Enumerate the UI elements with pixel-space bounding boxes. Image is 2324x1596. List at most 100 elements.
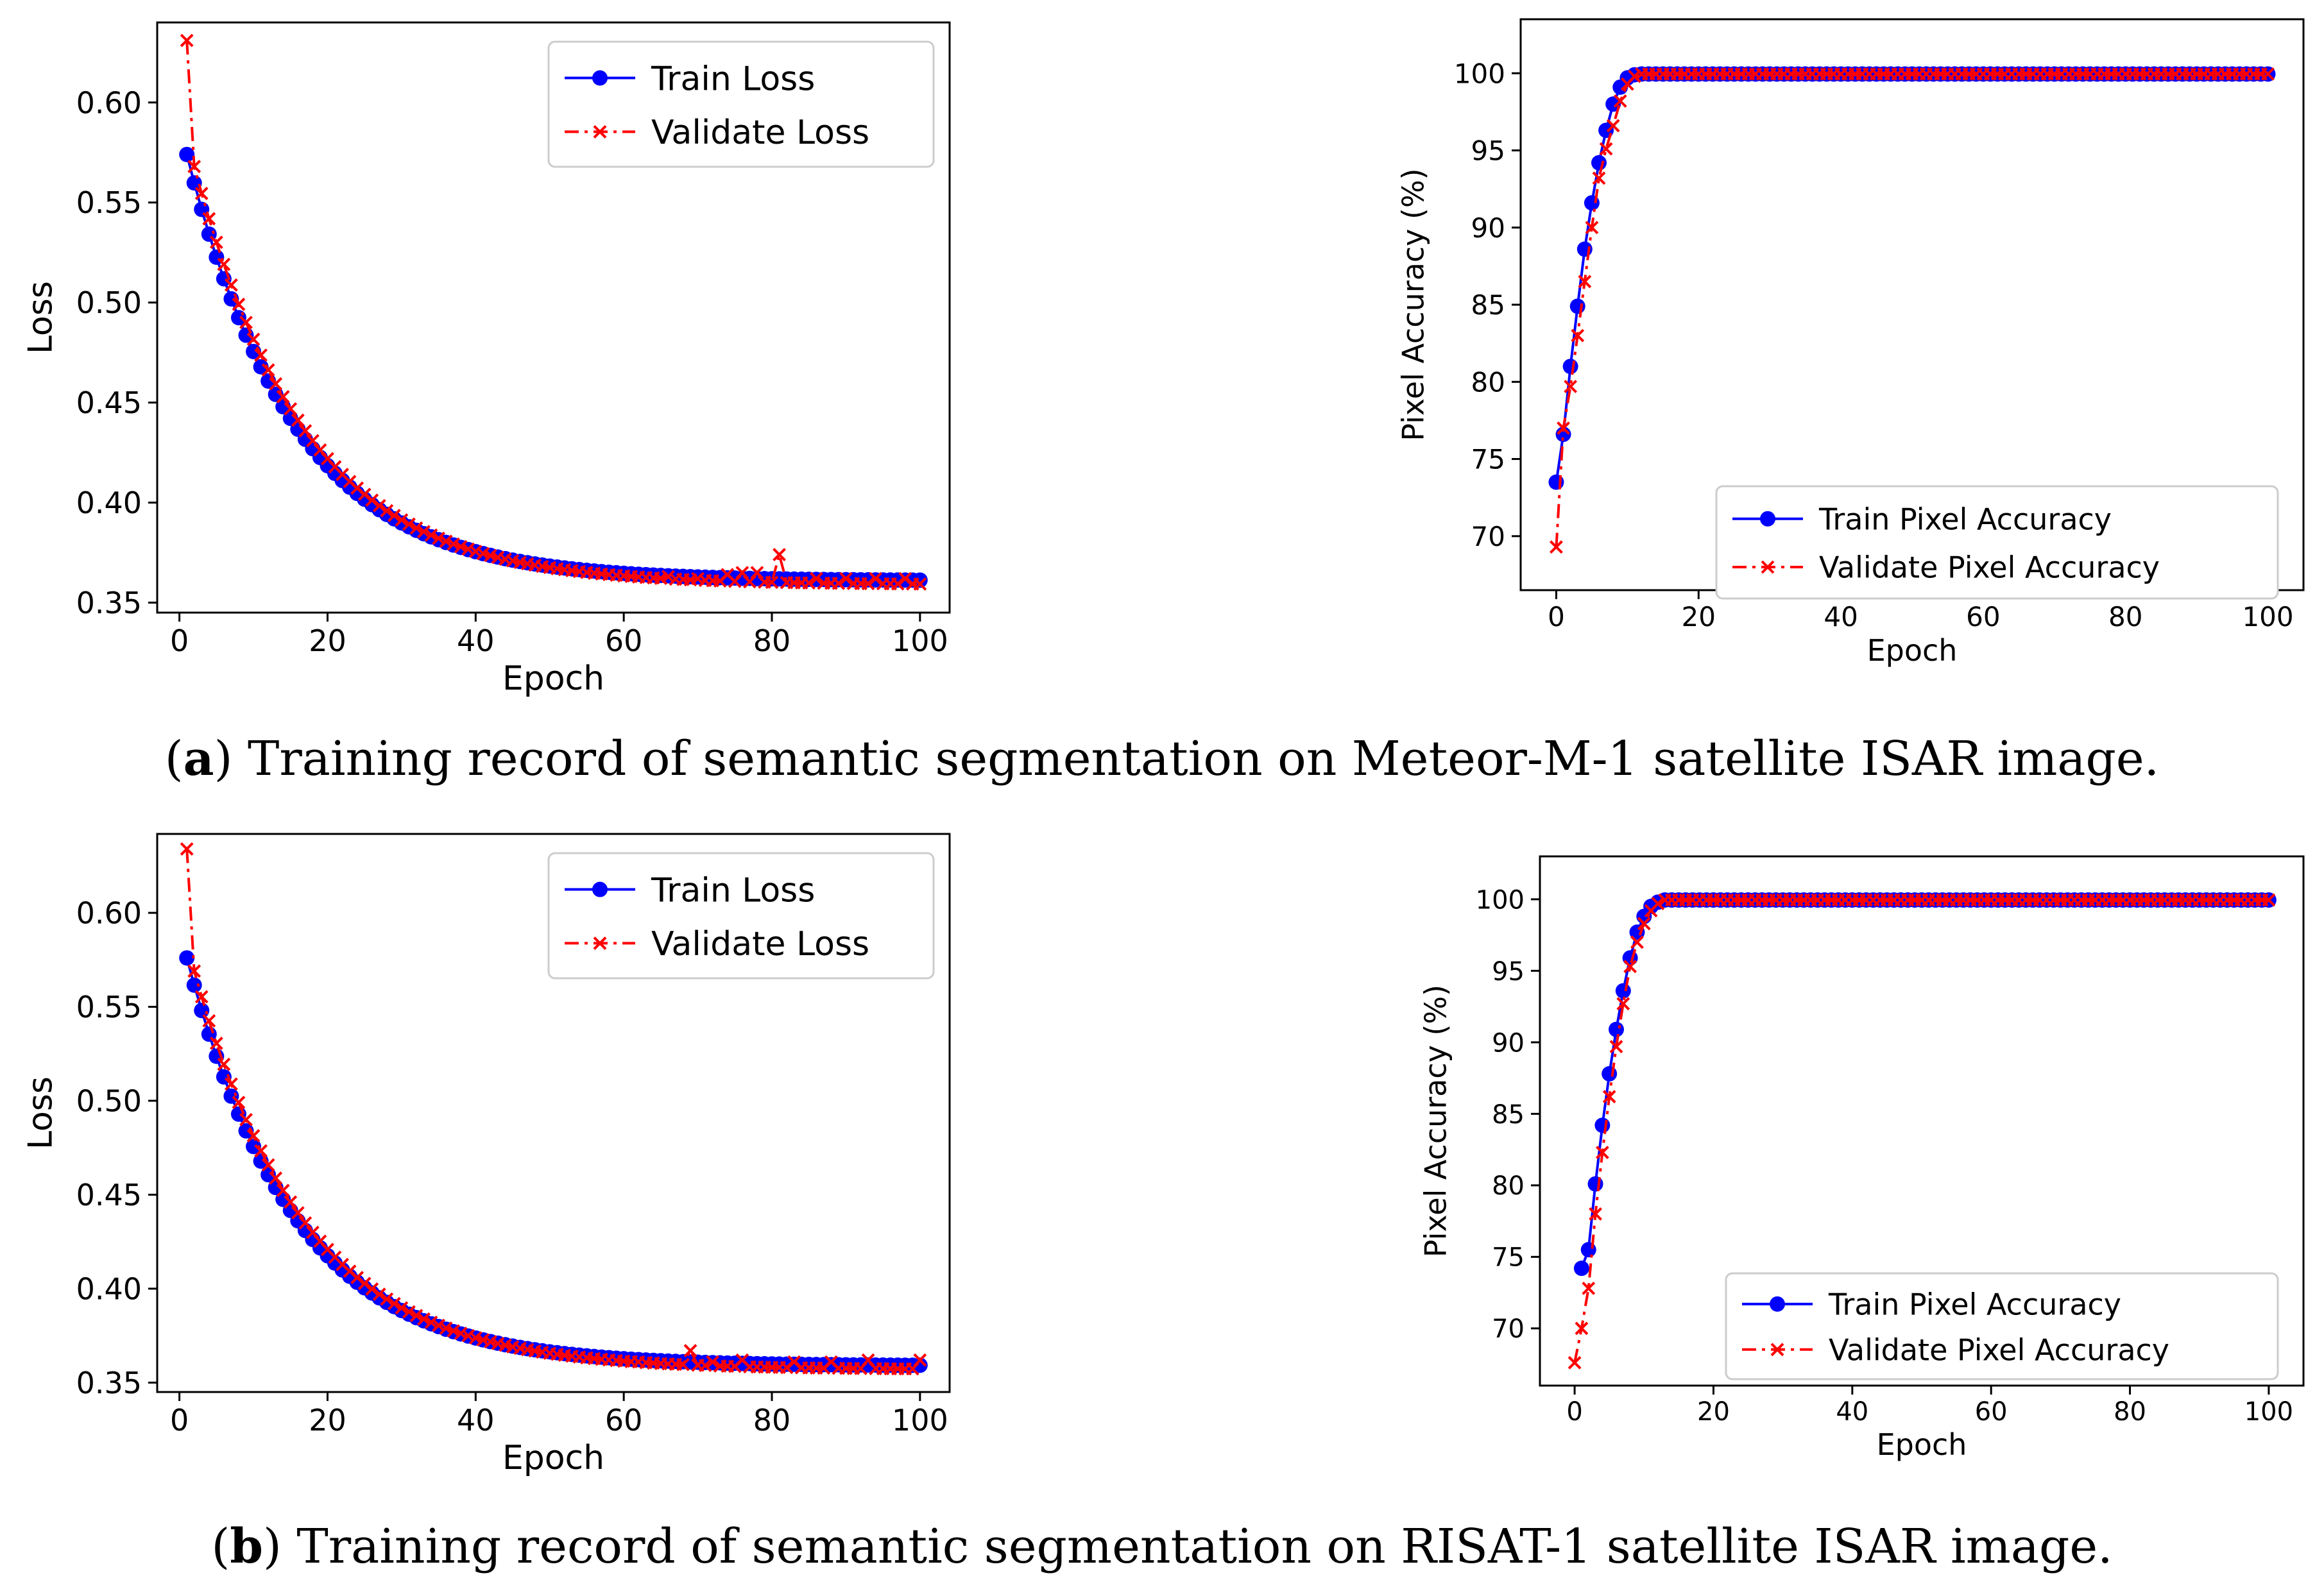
validate-data-point xyxy=(372,498,386,513)
x-tick-label: 0 xyxy=(170,1403,189,1438)
chart-b-accuracy-svg: 0 20 40 60 80 100 70 75 80 85 90 95 100 Epoch Pixel Ac… xyxy=(1419,855,2305,1462)
validate-data-point xyxy=(1571,328,1585,343)
validate-data-point xyxy=(225,278,238,292)
validate-data-point xyxy=(202,212,216,226)
validate-data-point xyxy=(365,1282,379,1296)
x-tick-label: 20 xyxy=(309,624,346,658)
validate-data-point xyxy=(461,1329,475,1343)
train-data-point xyxy=(1615,983,1631,999)
caption-b-text: Training record of semantic segmentation… xyxy=(296,1519,2113,1574)
validate-data-point xyxy=(180,33,194,47)
legend-label: Validate Loss xyxy=(651,925,869,964)
validate-data-point xyxy=(1557,421,1570,435)
x-tick-label: 20 xyxy=(1682,601,1716,632)
train-data-point xyxy=(1609,1021,1624,1037)
legend-box xyxy=(547,852,935,980)
validate-data-point xyxy=(387,509,401,523)
train-data-point xyxy=(1573,1261,1589,1277)
train-data-point xyxy=(1580,1242,1596,1258)
y-tick-label: 85 xyxy=(1471,289,1505,321)
validate-series-line xyxy=(185,40,920,586)
legend-box xyxy=(547,40,935,168)
validate-data-point xyxy=(284,402,298,416)
train-series-line xyxy=(1555,72,2268,482)
validate-data-point xyxy=(194,990,209,1004)
x-tick-label: 100 xyxy=(2244,1397,2293,1427)
x-tick-label: 40 xyxy=(1824,601,1858,632)
train-legend-marker xyxy=(592,881,608,897)
y-axis-label: Loss xyxy=(22,1076,60,1150)
validate-data-point xyxy=(1606,119,1620,133)
train-data-point xyxy=(912,1357,928,1373)
validate-data-point xyxy=(380,1292,394,1306)
validate-data-point xyxy=(832,576,846,590)
validate-data-point xyxy=(869,572,882,586)
y-tick-label: 80 xyxy=(1492,1171,1525,1201)
y-tick-label: 0.35 xyxy=(76,1366,142,1400)
y-axis-label: Pixel Accuracy (%) xyxy=(1396,168,1430,441)
validate-data-point xyxy=(2261,67,2275,81)
x-tick-label: 100 xyxy=(2242,601,2293,632)
validate-data-point xyxy=(1595,1146,1609,1159)
chart-b-loss-svg: 0 20 40 60 80 100 0.35 0.40 0.45 0.50 0.55 0.60 Epoc… xyxy=(22,833,951,1477)
x-tick-label: 80 xyxy=(2114,1397,2146,1427)
train-data-point xyxy=(186,175,202,191)
validate-data-point xyxy=(439,534,453,548)
y-tick-label: 90 xyxy=(1492,1028,1525,1058)
caption-a-text: Training record of semantic segmentation… xyxy=(248,731,2160,786)
y-tick-label: 0.40 xyxy=(76,1271,142,1306)
validate-data-point xyxy=(187,964,201,978)
plot-frame xyxy=(1539,855,2305,1387)
x-axis-label: Epoch xyxy=(502,659,604,698)
chart-a-loss: 0 20 40 60 80 100 0.35 0.40 0.45 0.50 0.55 0.60 Epoc… xyxy=(0,0,975,727)
y-axis-label: Pixel Accuracy (%) xyxy=(1419,985,1453,1257)
y-tick-label: 90 xyxy=(1471,212,1505,244)
train-legend-marker xyxy=(592,70,608,86)
validate-data-point xyxy=(802,576,816,590)
y-tick-label: 95 xyxy=(1471,135,1505,167)
validate-legend-marker xyxy=(1761,560,1775,574)
x-tick-label: 80 xyxy=(753,624,791,658)
validate-data-point xyxy=(194,187,209,200)
x-tick-label: 100 xyxy=(892,1403,948,1438)
validate-data-point xyxy=(765,575,779,590)
train-data-point xyxy=(1602,1065,1618,1082)
validate-data-point xyxy=(409,521,423,535)
train-data-point xyxy=(1562,359,1578,375)
x-tick-label: 0 xyxy=(1548,601,1565,632)
validate-data-point xyxy=(402,1305,416,1319)
validate-data-point xyxy=(432,531,446,545)
x-tick-label: 40 xyxy=(457,624,495,658)
x-tick-label: 60 xyxy=(1975,1397,2008,1427)
validate-data-point xyxy=(276,1184,290,1198)
validate-data-point xyxy=(1602,1090,1616,1104)
validate-data-point xyxy=(1613,94,1627,108)
validate-data-point xyxy=(239,1113,253,1126)
validate-data-point xyxy=(461,542,475,556)
validate-data-point xyxy=(439,1321,453,1335)
validate-data-point xyxy=(232,298,246,311)
validate-data-point xyxy=(1589,1207,1602,1221)
x-tick-label: 80 xyxy=(753,1403,791,1438)
validate-legend-marker xyxy=(593,124,607,139)
y-tick-label: 80 xyxy=(1471,366,1505,398)
y-tick-label: 0.55 xyxy=(76,185,142,220)
validate-data-point xyxy=(261,363,275,377)
validate-data-point xyxy=(261,1158,275,1172)
y-tick-label: 70 xyxy=(1492,1314,1525,1344)
validate-data-point xyxy=(432,1318,446,1332)
validate-data-point xyxy=(773,548,786,561)
y-tick-label: 0.45 xyxy=(76,386,142,420)
x-tick-label: 100 xyxy=(892,624,948,658)
validate-data-point xyxy=(365,493,379,507)
validate-data-point xyxy=(1630,935,1644,949)
validate-data-point xyxy=(454,539,468,554)
x-tick-label: 0 xyxy=(1566,1397,1582,1427)
legend-label: Train Pixel Accuracy xyxy=(1818,502,2112,536)
validate-data-point xyxy=(1651,897,1665,910)
validate-data-point xyxy=(209,235,223,250)
validate-data-point xyxy=(1568,1355,1582,1370)
y-tick-label: 0.35 xyxy=(76,586,142,620)
validate-data-point xyxy=(417,1312,431,1326)
train-data-point xyxy=(186,977,202,993)
